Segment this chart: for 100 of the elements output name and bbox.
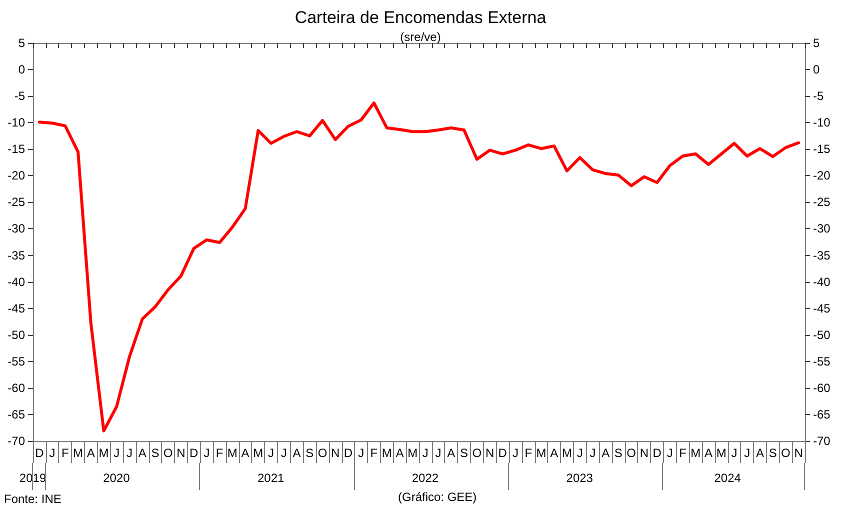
y2-tick-label: -40 (813, 274, 831, 289)
x-tick-label: M (382, 446, 392, 460)
x-tick-label: O (472, 446, 482, 460)
x-tick-label: J (731, 446, 738, 460)
x-tick-label: A (602, 446, 610, 460)
x-tick-label: J (422, 446, 428, 460)
line-series (38, 101, 800, 432)
y2-tick-label: -50 (813, 328, 831, 342)
y-tick-label: 0 (18, 62, 26, 77)
x-tick-label: S (460, 446, 468, 460)
x-tick-label: O (318, 446, 328, 460)
y2-tick-label: -25 (813, 195, 831, 210)
y2-tick-label: 0 (813, 62, 820, 77)
y-tick-label: 5 (18, 36, 26, 50)
text: 2024 (714, 471, 742, 485)
y-tick-label: -30 (8, 222, 26, 236)
x-tick-label: A (241, 446, 250, 460)
text: 2021 (257, 471, 284, 485)
x-tick-label: F (61, 446, 69, 460)
y2-tick-label: -20 (813, 168, 831, 183)
x-tick-label: J (204, 446, 210, 460)
y-tick-label: -50 (8, 328, 26, 342)
x-tick-label: A (704, 446, 713, 460)
x-tick-label: O (626, 446, 636, 460)
y2-tick-label: 5 (813, 36, 820, 50)
x-tick-label: S (614, 446, 622, 460)
text: 2020 (103, 471, 130, 485)
chart-subtitle: (sre/ve) (400, 30, 441, 44)
x-tick-label: A (292, 446, 301, 460)
x-tick-label: J (666, 446, 673, 460)
x-tick-label: M (408, 446, 418, 460)
x-tick-label: N (176, 446, 186, 460)
x-tick-label: N (794, 446, 803, 460)
x-tick-label: J (268, 446, 274, 460)
y-tick-label: -70 (8, 434, 26, 448)
x-tick-label: F (216, 446, 224, 460)
y-tick-label: -25 (8, 195, 26, 210)
x-tick-label: D (652, 446, 662, 460)
source-note: Fonte: INE (4, 492, 62, 506)
x-tick-label: J (114, 446, 120, 460)
y-tick-label: -35 (8, 248, 26, 262)
x-tick-label: J (512, 446, 518, 460)
x-tick-label: S (768, 446, 777, 460)
text: 2019 (19, 471, 46, 485)
x-tick-label: A (86, 446, 95, 460)
x-tick-label: N (331, 446, 340, 460)
x-tick-label: J (435, 446, 442, 460)
x-tick-label: J (126, 446, 132, 460)
x-tick-label: M (562, 446, 572, 460)
y2-tick-label: -30 (813, 222, 831, 236)
y-tick-label: -45 (8, 301, 26, 316)
x-tick-label: J (358, 446, 364, 460)
x-tick-label: A (396, 446, 404, 460)
y2-tick-label: -5 (813, 89, 824, 104)
x-tick-label: A (138, 446, 146, 460)
y2-tick-label: -60 (813, 380, 831, 395)
x-tick-label: D (344, 446, 353, 460)
x-tick-label: J (744, 446, 750, 460)
text: 2022 (412, 471, 439, 485)
x-tick-label: A (447, 446, 456, 460)
x-tick-label: N (640, 446, 649, 460)
text: 2023 (566, 471, 594, 485)
x-tick-label: M (73, 446, 84, 460)
y2-tick-label: -10 (813, 116, 831, 130)
x-tick-label: J (280, 446, 287, 460)
y-tick-label: -65 (8, 407, 26, 422)
x-tick-label: N (485, 446, 494, 460)
y-tick-label: -5 (14, 89, 26, 104)
x-tick-label: M (716, 446, 726, 460)
x-tick-label: M (227, 446, 238, 460)
x-tick-label: F (679, 446, 686, 460)
y2-tick-label: -65 (813, 407, 831, 422)
y2-tick-label: -55 (813, 354, 831, 368)
y-tick-label: -60 (8, 380, 26, 395)
y2-tick-label: -45 (813, 301, 831, 316)
x-tick-label: J (49, 446, 56, 460)
x-tick-label: D (35, 446, 44, 460)
y2-tick-label: -35 (813, 248, 831, 262)
y-tick-label: -20 (8, 168, 26, 183)
x-tick-label: M (98, 446, 109, 460)
x-tick-label: O (163, 446, 173, 460)
x-tick-label: A (756, 446, 764, 460)
x-tick-label: S (306, 446, 314, 460)
x-tick-label: F (370, 446, 378, 460)
y-tick-label: -10 (8, 116, 26, 130)
x-tick-label: D (189, 446, 198, 460)
x-tick-label: M (690, 446, 701, 460)
y2-tick-label: -70 (813, 434, 831, 448)
x-tick-label: J (590, 446, 596, 460)
text: (Gráfico: GEE) (398, 490, 477, 504)
y-tick-label: -40 (8, 274, 26, 289)
x-tick-label: O (781, 446, 790, 460)
y-tick-label: -55 (8, 354, 26, 368)
y-tick-label: -15 (8, 142, 26, 156)
x-tick-label: A (550, 446, 558, 460)
x-tick-label: J (576, 446, 583, 460)
x-tick-label: M (253, 446, 264, 460)
y2-tick-label: -15 (813, 142, 831, 156)
x-tick-label: S (151, 446, 160, 460)
x-tick-label: F (524, 446, 532, 460)
